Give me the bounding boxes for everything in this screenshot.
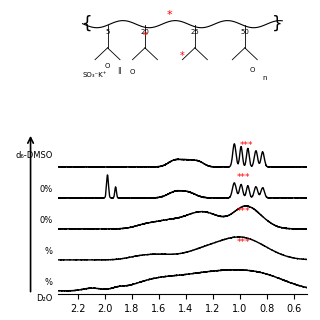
Text: O: O xyxy=(250,67,255,73)
Text: }: } xyxy=(272,15,283,33)
Text: ***: *** xyxy=(237,173,251,182)
Text: 0%: 0% xyxy=(39,216,52,225)
Text: ***: *** xyxy=(237,207,251,216)
Text: *: * xyxy=(167,10,173,20)
Text: ***: *** xyxy=(237,238,251,247)
Text: D₂O: D₂O xyxy=(36,294,52,303)
Text: SO₃⁻K⁺: SO₃⁻K⁺ xyxy=(83,72,107,78)
Text: {: { xyxy=(82,15,93,33)
Text: %: % xyxy=(44,278,52,287)
Text: 20: 20 xyxy=(140,29,149,35)
Text: 50: 50 xyxy=(240,29,249,35)
Text: n: n xyxy=(262,75,267,81)
Text: *: * xyxy=(180,51,185,61)
Text: O: O xyxy=(105,63,110,69)
Text: 5: 5 xyxy=(105,29,110,35)
Text: d₆-DMSO: d₆-DMSO xyxy=(15,151,52,160)
Text: %: % xyxy=(44,247,52,256)
Text: ||: || xyxy=(118,67,122,74)
Text: 0%: 0% xyxy=(39,185,52,194)
Text: 25: 25 xyxy=(190,29,199,35)
Text: O: O xyxy=(130,69,135,75)
Text: ***: *** xyxy=(240,141,253,150)
Text: *: * xyxy=(143,31,147,41)
